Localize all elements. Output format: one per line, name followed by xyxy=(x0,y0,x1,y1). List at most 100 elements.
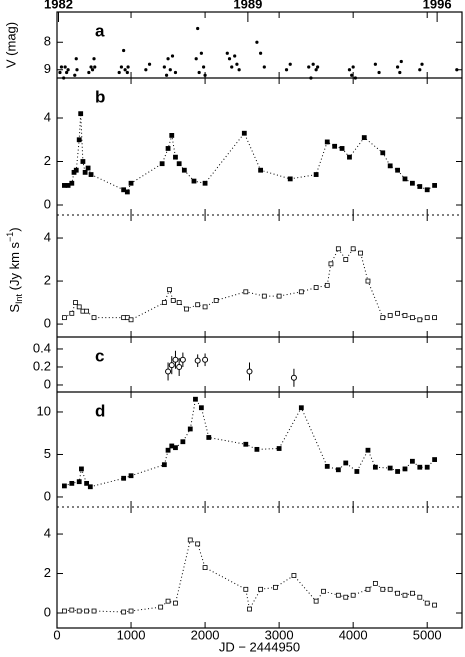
data-point xyxy=(241,130,247,136)
data-point xyxy=(313,285,319,290)
data-point xyxy=(276,293,282,299)
x-tick-label: 5000 xyxy=(413,627,442,642)
data-point xyxy=(387,163,393,169)
data-point xyxy=(194,357,201,364)
data-point xyxy=(59,65,64,69)
data-point xyxy=(169,133,175,138)
data-point xyxy=(380,315,386,321)
data-point xyxy=(402,176,408,182)
data-point xyxy=(87,484,93,490)
data-point xyxy=(347,154,352,160)
data-point xyxy=(399,59,403,64)
data-point xyxy=(88,172,94,177)
data-point xyxy=(76,479,82,485)
data-point xyxy=(243,441,249,447)
data-point xyxy=(350,73,354,77)
data-point xyxy=(87,70,91,75)
data-point xyxy=(351,65,355,69)
data-point xyxy=(203,73,207,77)
y-tick-label: 0 xyxy=(44,196,51,211)
data-point xyxy=(195,302,201,308)
data-point xyxy=(165,447,171,453)
data-point xyxy=(167,287,172,293)
data-point xyxy=(73,167,79,173)
data-point xyxy=(121,609,127,615)
data-point xyxy=(373,62,377,66)
y-tick-label: 9 xyxy=(44,61,51,76)
data-point xyxy=(165,598,171,604)
y-label-part: Int xyxy=(14,293,24,304)
data-point xyxy=(124,189,130,195)
data-point xyxy=(161,462,167,468)
data-point xyxy=(128,608,134,614)
data-point xyxy=(65,70,69,75)
data-point xyxy=(276,446,282,451)
data-point xyxy=(187,426,193,432)
data-point xyxy=(187,537,193,543)
x-tick-label: 2000 xyxy=(191,627,220,642)
data-point xyxy=(243,586,249,592)
data-point xyxy=(181,167,187,173)
y-tick-label: 4 xyxy=(44,109,51,124)
data-point xyxy=(119,65,124,69)
data-point xyxy=(258,167,264,173)
data-point xyxy=(62,608,67,614)
data-point xyxy=(176,363,183,370)
data-point xyxy=(402,313,408,318)
data-point xyxy=(361,135,367,140)
y-label-part: ) xyxy=(7,227,22,231)
data-point xyxy=(69,607,75,613)
x-tick-label: 0 xyxy=(53,627,60,642)
data-point xyxy=(324,282,330,288)
data-point xyxy=(162,65,166,69)
data-point xyxy=(173,154,178,160)
data-point xyxy=(74,57,78,61)
data-point xyxy=(347,68,352,72)
data-point xyxy=(82,169,88,175)
data-point xyxy=(165,146,171,151)
data-point xyxy=(194,57,198,61)
data-point xyxy=(117,70,121,75)
data-point xyxy=(62,483,67,489)
data-point xyxy=(166,57,170,61)
data-point xyxy=(387,313,393,318)
data-point xyxy=(75,68,79,72)
y-tick-label: 2 xyxy=(44,565,51,580)
data-point xyxy=(409,180,415,186)
x-axis-label: JD − 2444950 xyxy=(219,639,300,654)
data-point xyxy=(164,73,169,77)
data-point xyxy=(227,57,232,61)
data-point xyxy=(365,586,371,592)
data-point xyxy=(328,261,334,267)
y-tick-label: 0 xyxy=(44,488,51,503)
data-point xyxy=(191,178,197,184)
data-point xyxy=(387,586,393,592)
data-point xyxy=(58,70,62,75)
data-point xyxy=(354,469,360,474)
data-point xyxy=(69,310,75,316)
data-point xyxy=(372,580,378,586)
x-tick-label: 1000 xyxy=(117,627,146,642)
x-tick-label: 4000 xyxy=(339,627,368,642)
data-point xyxy=(343,460,349,466)
data-point xyxy=(213,298,219,303)
data-point xyxy=(243,289,249,295)
data-point xyxy=(128,180,134,186)
data-point xyxy=(380,586,386,592)
series-line xyxy=(64,397,435,488)
data-point xyxy=(455,68,459,72)
data-point xyxy=(395,590,400,596)
data-point xyxy=(126,65,130,69)
data-point xyxy=(424,315,430,321)
data-point xyxy=(424,600,430,606)
data-point xyxy=(147,62,152,66)
data-point xyxy=(273,584,278,590)
data-point xyxy=(417,464,423,470)
data-point xyxy=(225,51,229,55)
data-point xyxy=(309,76,313,80)
y-axis-label: V (mag) xyxy=(3,22,18,68)
data-point xyxy=(196,26,200,31)
data-point xyxy=(159,161,165,167)
data-point xyxy=(73,73,77,77)
data-point xyxy=(122,48,126,53)
